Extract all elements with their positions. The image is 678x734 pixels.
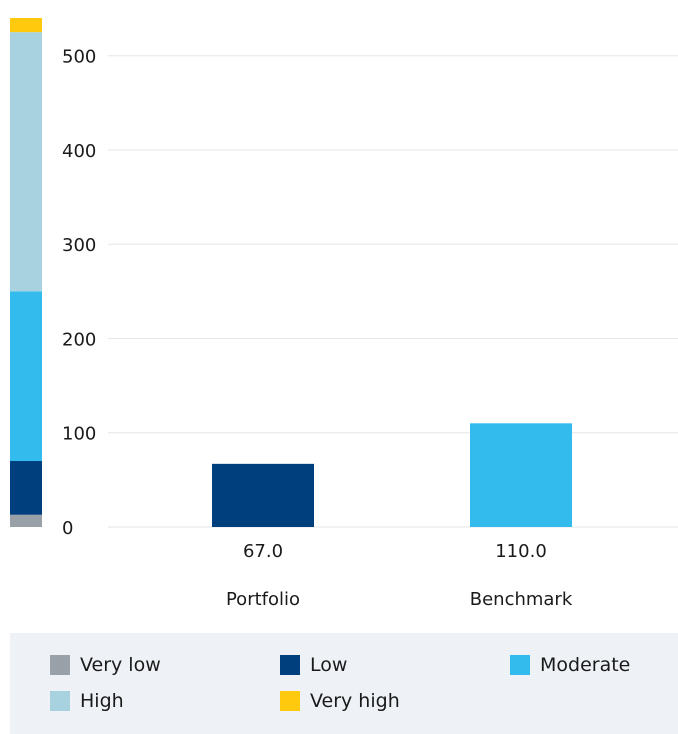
scale-segment-low: [10, 461, 42, 515]
legend-label: High: [80, 690, 124, 712]
legend-swatch: [280, 655, 300, 675]
scale-segment-very-low: [10, 514, 42, 527]
legend-label: Moderate: [540, 654, 631, 676]
y-tick-label: 0: [62, 518, 73, 539]
legend-swatch: [510, 655, 530, 675]
legend-item-high: High: [50, 683, 280, 719]
y-tick-label: 400: [62, 141, 96, 162]
legend-label: Very high: [310, 690, 400, 712]
x-category-label: Portfolio: [226, 589, 300, 610]
y-tick-label: 500: [62, 47, 96, 68]
legend-swatch: [280, 691, 300, 711]
legend-item-very-low: Very low: [50, 647, 280, 683]
bar-chart: 0 100 200 300 400 500 67.0 Portfolio 110.0 Benchm…: [10, 18, 678, 610]
scale-segment-high: [10, 32, 42, 292]
legend-label: Very low: [80, 654, 161, 676]
legend-item-low: Low: [280, 647, 510, 683]
legend-item-very-high: Very high: [280, 683, 510, 719]
chart-area: 0 100 200 300 400 500 67.0 Portfolio 110.0 Benchm…: [10, 18, 678, 610]
y-tick-label: 200: [62, 329, 96, 350]
legend: Very low Low Moderate High Very high: [10, 633, 678, 734]
scale-segment-moderate: [10, 291, 42, 462]
legend-swatch: [50, 691, 70, 711]
y-tick-label: 100: [62, 424, 96, 445]
bar-benchmark: [470, 423, 572, 527]
legend-label: Low: [310, 654, 348, 676]
scale-segment-very-high: [10, 18, 42, 33]
bar-value-label: 67.0: [243, 541, 283, 562]
legend-swatch: [50, 655, 70, 675]
x-category-label: Benchmark: [470, 589, 573, 610]
bar-value-label: 110.0: [495, 541, 547, 562]
y-tick-label: 300: [62, 235, 96, 256]
legend-item-moderate: Moderate: [510, 647, 678, 683]
bar-portfolio: [212, 463, 314, 527]
